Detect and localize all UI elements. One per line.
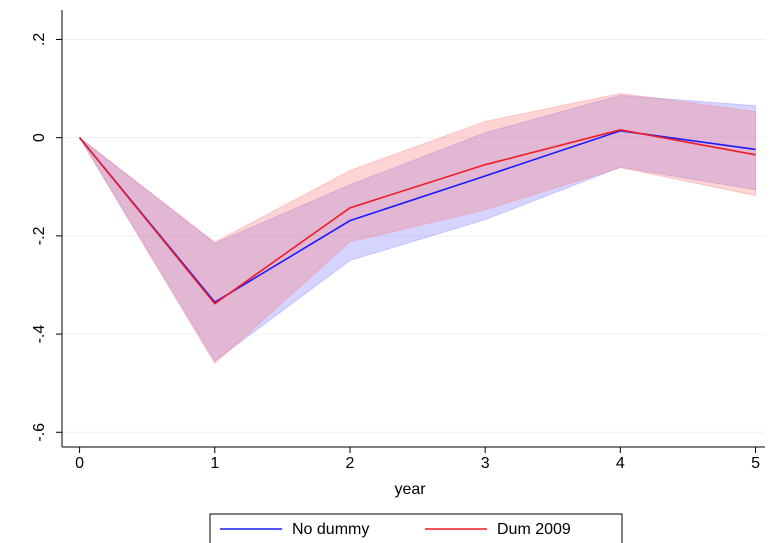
legend-label: No dummy: [292, 521, 369, 538]
x-tick-label: 0: [75, 455, 84, 472]
x-tick-label: 4: [616, 455, 625, 472]
series-line: [78, 128, 756, 305]
x-tick-label: 2: [346, 455, 355, 472]
legend-label: Dum 2009: [497, 521, 571, 538]
confidence-band: [79, 94, 757, 362]
y-tick-label: -.2: [31, 226, 48, 245]
y-tick-label: 0: [31, 133, 48, 142]
x-tick-label: 3: [481, 455, 490, 472]
confidence-band: [79, 92, 757, 365]
x-axis-label: year: [394, 481, 426, 498]
y-tick-label: -.4: [31, 325, 48, 344]
x-tick-label: 5: [751, 455, 760, 472]
y-tick-label: .2: [31, 33, 48, 46]
y-tick-label: -.6: [31, 423, 48, 442]
x-tick-label: 1: [210, 455, 219, 472]
